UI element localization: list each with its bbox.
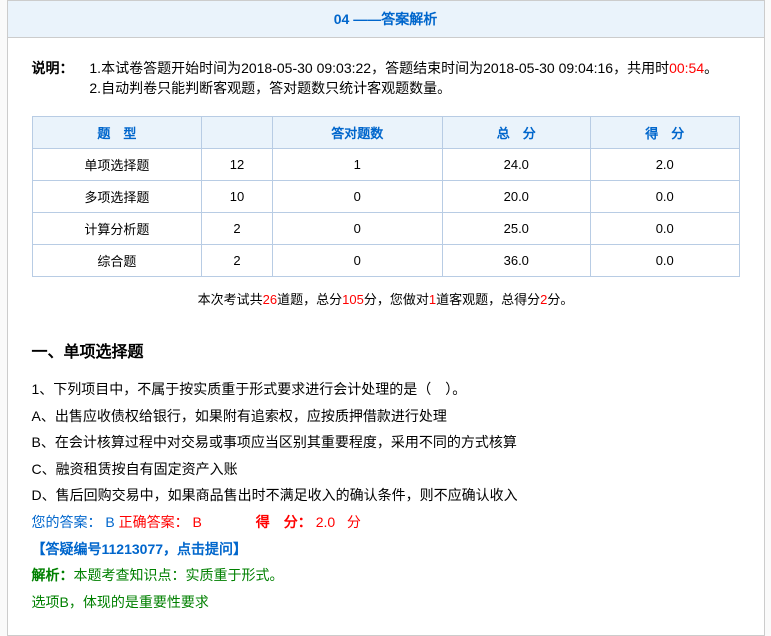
score-unit: 分 <box>347 514 361 530</box>
table-header-row: 题 型 答对题数 总 分 得 分 <box>32 117 739 149</box>
summary-mid1: 道题，总分 <box>277 292 342 307</box>
correct-val: B <box>193 514 202 530</box>
option-d: D、售后回购交易中，如果商品售出时不满足收入的确认条件，则不应确认收入 <box>32 482 740 509</box>
correct-label: 正确答案： <box>119 514 189 530</box>
cell: 0 <box>272 181 442 213</box>
cell: 25.0 <box>442 213 590 245</box>
explain-line1-suffix: 。 <box>704 60 718 76</box>
score-val: 2.0 <box>316 514 335 530</box>
cell: 计算分析题 <box>32 213 202 245</box>
analysis-row: 解析：本题考查知识点：实质重于形式。 <box>32 562 740 589</box>
cell: 多项选择题 <box>32 181 202 213</box>
summary-suffix: 分。 <box>547 292 573 307</box>
section-title: 一、单项选择题 <box>32 338 740 362</box>
cell: 单项选择题 <box>32 149 202 181</box>
answer-line: 您的答案： B 正确答案： B 得 分：2.0 分 <box>32 509 740 536</box>
explain-line2: 2.自动判卷只能判断客观题，答对题数只统计客观题数量。 <box>89 80 451 96</box>
cell: 36.0 <box>442 245 590 277</box>
cell: 综合题 <box>32 245 202 277</box>
table-row: 多项选择题 10 0 20.0 0.0 <box>32 181 739 213</box>
explain-block: 说明： 1.本试卷答题开始时间为2018-05-30 09:03:22，答题结束… <box>32 58 740 98</box>
explain-lines: 1.本试卷答题开始时间为2018-05-30 09:03:22，答题结束时间为2… <box>89 58 718 98</box>
th-total: 总 分 <box>442 117 590 149</box>
th-type: 题 型 <box>32 117 202 149</box>
summary-totalq: 26 <box>263 292 277 307</box>
cell: 12 <box>202 149 273 181</box>
cell: 10 <box>202 181 273 213</box>
question-stem: 1、下列项目中，不属于按实质重于形式要求进行会计处理的是（ ）。 <box>32 376 740 403</box>
cell: 0 <box>272 213 442 245</box>
analysis-label: 解析： <box>32 567 74 583</box>
summary-row: 本次考试共26道题，总分105分，您做对1道客观题，总得分2分。 <box>32 283 740 322</box>
cell: 2 <box>202 213 273 245</box>
cell: 0.0 <box>591 213 740 245</box>
cell: 1 <box>272 149 442 181</box>
table-body: 单项选择题 12 1 24.0 2.0 多项选择题 10 0 20.0 0.0 … <box>32 149 739 277</box>
summary-totalscore: 105 <box>342 292 364 307</box>
page-container: 04 ——答案解析 说明： 1.本试卷答题开始时间为2018-05-30 09:… <box>7 0 765 636</box>
ask-link[interactable]: 【答疑编号11213077，点击提问】 <box>32 541 248 557</box>
explain-time: 00:54 <box>669 60 704 76</box>
explain-label: 说明： <box>32 58 74 78</box>
page-title: 04 ——答案解析 <box>8 1 764 38</box>
cell: 2.0 <box>591 149 740 181</box>
content-area: 说明： 1.本试卷答题开始时间为2018-05-30 09:03:22，答题结束… <box>8 38 764 635</box>
summary-rightq: 1 <box>429 292 436 307</box>
summary-mid3: 道客观题，总得分 <box>436 292 540 307</box>
option-a: A、出售应收债权给银行，如果附有追索权，应按质押借款进行处理 <box>32 403 740 430</box>
explain-line1-prefix: 1.本试卷答题开始时间为2018-05-30 09:03:22，答题结束时间为2… <box>89 60 669 76</box>
cell: 2 <box>202 245 273 277</box>
table-row: 单项选择题 12 1 24.0 2.0 <box>32 149 739 181</box>
score-table: 题 型 答对题数 总 分 得 分 单项选择题 12 1 24.0 2.0 多项选… <box>32 116 740 277</box>
table-row: 综合题 2 0 36.0 0.0 <box>32 245 739 277</box>
option-c: C、融资租赁按自有固定资产入账 <box>32 456 740 483</box>
score-label: 得 分： <box>256 514 312 530</box>
summary-prefix: 本次考试共 <box>198 292 263 307</box>
th-right: 答对题数 <box>272 117 442 149</box>
ask-link-row: 【答疑编号11213077，点击提问】 <box>32 536 740 563</box>
your-answer-val: B <box>105 514 114 530</box>
cell: 0.0 <box>591 245 740 277</box>
cell: 20.0 <box>442 181 590 213</box>
th-count <box>202 117 273 149</box>
summary-mid2: 分，您做对 <box>364 292 429 307</box>
cell: 0.0 <box>591 181 740 213</box>
cell: 0 <box>272 245 442 277</box>
th-score: 得 分 <box>591 117 740 149</box>
table-row: 计算分析题 2 0 25.0 0.0 <box>32 213 739 245</box>
your-answer-label: 您的答案： <box>32 514 102 530</box>
analysis-text2: 选项B，体现的是重要性要求 <box>32 589 740 616</box>
option-b: B、在会计核算过程中对交易或事项应当区别其重要程度，采用不同的方式核算 <box>32 429 740 456</box>
question-block: 1、下列项目中，不属于按实质重于形式要求进行会计处理的是（ ）。 A、出售应收债… <box>32 376 740 615</box>
analysis-text1: 本题考查知识点：实质重于形式。 <box>74 567 284 583</box>
cell: 24.0 <box>442 149 590 181</box>
